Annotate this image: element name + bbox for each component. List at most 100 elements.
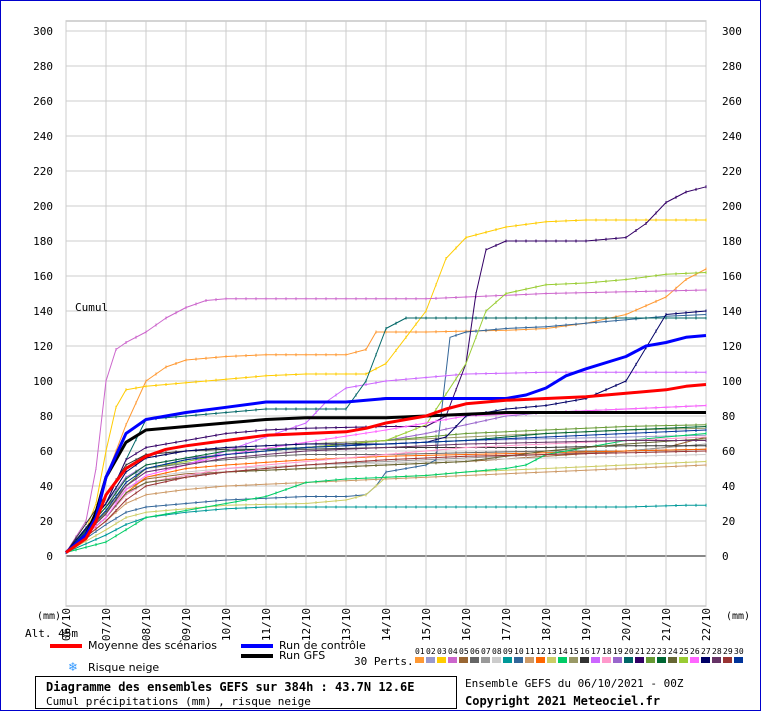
- pert-swatch-13: [547, 657, 556, 663]
- pert-number: 16: [580, 647, 590, 656]
- pert-swatch-12: [536, 657, 545, 663]
- pert-number: 10: [514, 647, 524, 656]
- y-tick-label-right: 180: [722, 235, 742, 248]
- y-tick-label-right: 100: [722, 375, 742, 388]
- pert-swatch-03: [437, 657, 446, 663]
- pert-number: 22: [646, 647, 656, 656]
- control-swatch: [241, 644, 273, 648]
- pert-swatch-17: [591, 657, 600, 663]
- x-tick-label: 16/10: [460, 608, 473, 641]
- pert-number: 25: [679, 647, 689, 656]
- pert-swatch-15: [569, 657, 578, 663]
- pert-number: 17: [591, 647, 601, 656]
- y-tick-label: 140: [33, 305, 53, 318]
- mean-swatch: [50, 644, 82, 648]
- x-tick-label: 21/10: [660, 608, 673, 641]
- y-tick-label: 100: [33, 375, 53, 388]
- pert-swatch-06: [470, 657, 479, 663]
- pert-swatch-07: [481, 657, 490, 663]
- pert-swatch-11: [525, 657, 534, 663]
- x-tick-label: 13/10: [340, 608, 353, 641]
- y-tick-label-right: 40: [722, 480, 735, 493]
- pert-swatch-16: [580, 657, 589, 663]
- legend-control-label: Run de contrôle: [279, 639, 366, 652]
- pert-number: 29: [723, 647, 733, 656]
- pert-number: 19: [613, 647, 623, 656]
- y-tick-label-right: 60: [722, 445, 735, 458]
- pert-swatch-05: [459, 657, 468, 663]
- y-tick-label-right: 120: [722, 340, 742, 353]
- x-tick-label: 09/10: [180, 608, 193, 641]
- pert-swatch-09: [503, 657, 512, 663]
- pert-number: 26: [690, 647, 700, 656]
- pert-number: 18: [602, 647, 612, 656]
- y-tick-label: 200: [33, 200, 53, 213]
- pert-number: 14: [558, 647, 568, 656]
- x-tick-label: 10/10: [220, 608, 233, 641]
- pert-number: 12: [536, 647, 546, 656]
- perturbations-label: 30 Perts.: [354, 655, 414, 668]
- pert-swatch-29: [723, 657, 732, 663]
- pert-swatch-30: [734, 657, 743, 663]
- pert-swatch-14: [558, 657, 567, 663]
- copyright: Copyright 2021 Meteociel.fr: [465, 694, 661, 708]
- x-tick-label: 17/10: [500, 608, 513, 641]
- pert-swatch-23: [657, 657, 666, 663]
- legend-snow-label: Risque neige: [88, 661, 160, 674]
- y-tick-label: 160: [33, 270, 53, 283]
- series-line-mean: [65, 383, 707, 554]
- y-tick-label-right: 220: [722, 165, 742, 178]
- y-tick-label: 300: [33, 25, 53, 38]
- chart-subtitle: Cumul précipitations (mm) , risque neige: [46, 695, 311, 708]
- x-tick-label: 11/10: [260, 608, 273, 641]
- pert-swatch-08: [492, 657, 501, 663]
- chart-title: Diagramme des ensembles GEFS sur 384h : …: [46, 680, 415, 694]
- legend-gfs-label: Run GFS: [279, 649, 326, 662]
- pert-number: 13: [547, 647, 557, 656]
- y-tick-label: 240: [33, 130, 53, 143]
- y-tick-label: 0: [46, 550, 53, 563]
- pert-number: 23: [657, 647, 667, 656]
- pert-swatch-02: [426, 657, 435, 663]
- pert-number: 08: [492, 647, 502, 656]
- series-line-control: [65, 334, 707, 554]
- snowflake-icon: ❄: [68, 660, 79, 674]
- y-tick-label-right: 160: [722, 270, 742, 283]
- pert-swatch-10: [514, 657, 523, 663]
- y-tick-label: 80: [40, 410, 53, 423]
- y-tick-label: 180: [33, 235, 53, 248]
- pert-number: 27: [701, 647, 711, 656]
- y-tick-label: 40: [40, 480, 53, 493]
- pert-number: 20: [624, 647, 634, 656]
- gfs-swatch: [241, 654, 273, 658]
- x-tick-label: 22/10: [700, 608, 713, 641]
- pert-swatch-27: [701, 657, 710, 663]
- pert-number: 07: [481, 647, 491, 656]
- pert-swatch-22: [646, 657, 655, 663]
- y-unit-left: (mm): [37, 611, 62, 622]
- pert-number: 05: [459, 647, 469, 656]
- y-tick-label-right: 80: [722, 410, 735, 423]
- y-unit-right: (mm): [726, 611, 751, 622]
- pert-number: 09: [503, 647, 513, 656]
- pert-swatch-19: [613, 657, 622, 663]
- y-tick-label-right: 240: [722, 130, 742, 143]
- x-tick-label: 06/10: [60, 608, 73, 641]
- y-tick-label-right: 0: [722, 550, 729, 563]
- pert-swatch-01: [415, 657, 424, 663]
- pert-number: 01: [415, 647, 425, 656]
- grid: [65, 20, 707, 607]
- legend-mean-label: Moyenne des scénarios: [88, 639, 217, 652]
- altitude-label: Alt. 45m: [25, 627, 78, 640]
- x-tick-label: 08/10: [140, 608, 153, 641]
- pert-swatch-21: [635, 657, 644, 663]
- title-box: Diagramme des ensembles GEFS sur 384h : …: [35, 676, 457, 709]
- pert-number: 06: [470, 647, 480, 656]
- x-tick-label: 19/10: [580, 608, 593, 641]
- pert-number: 15: [569, 647, 579, 656]
- y-tick-label-right: 140: [722, 305, 742, 318]
- pert-number: 02: [426, 647, 436, 656]
- x-tick-label: 15/10: [420, 608, 433, 641]
- pert-swatch-20: [624, 657, 633, 663]
